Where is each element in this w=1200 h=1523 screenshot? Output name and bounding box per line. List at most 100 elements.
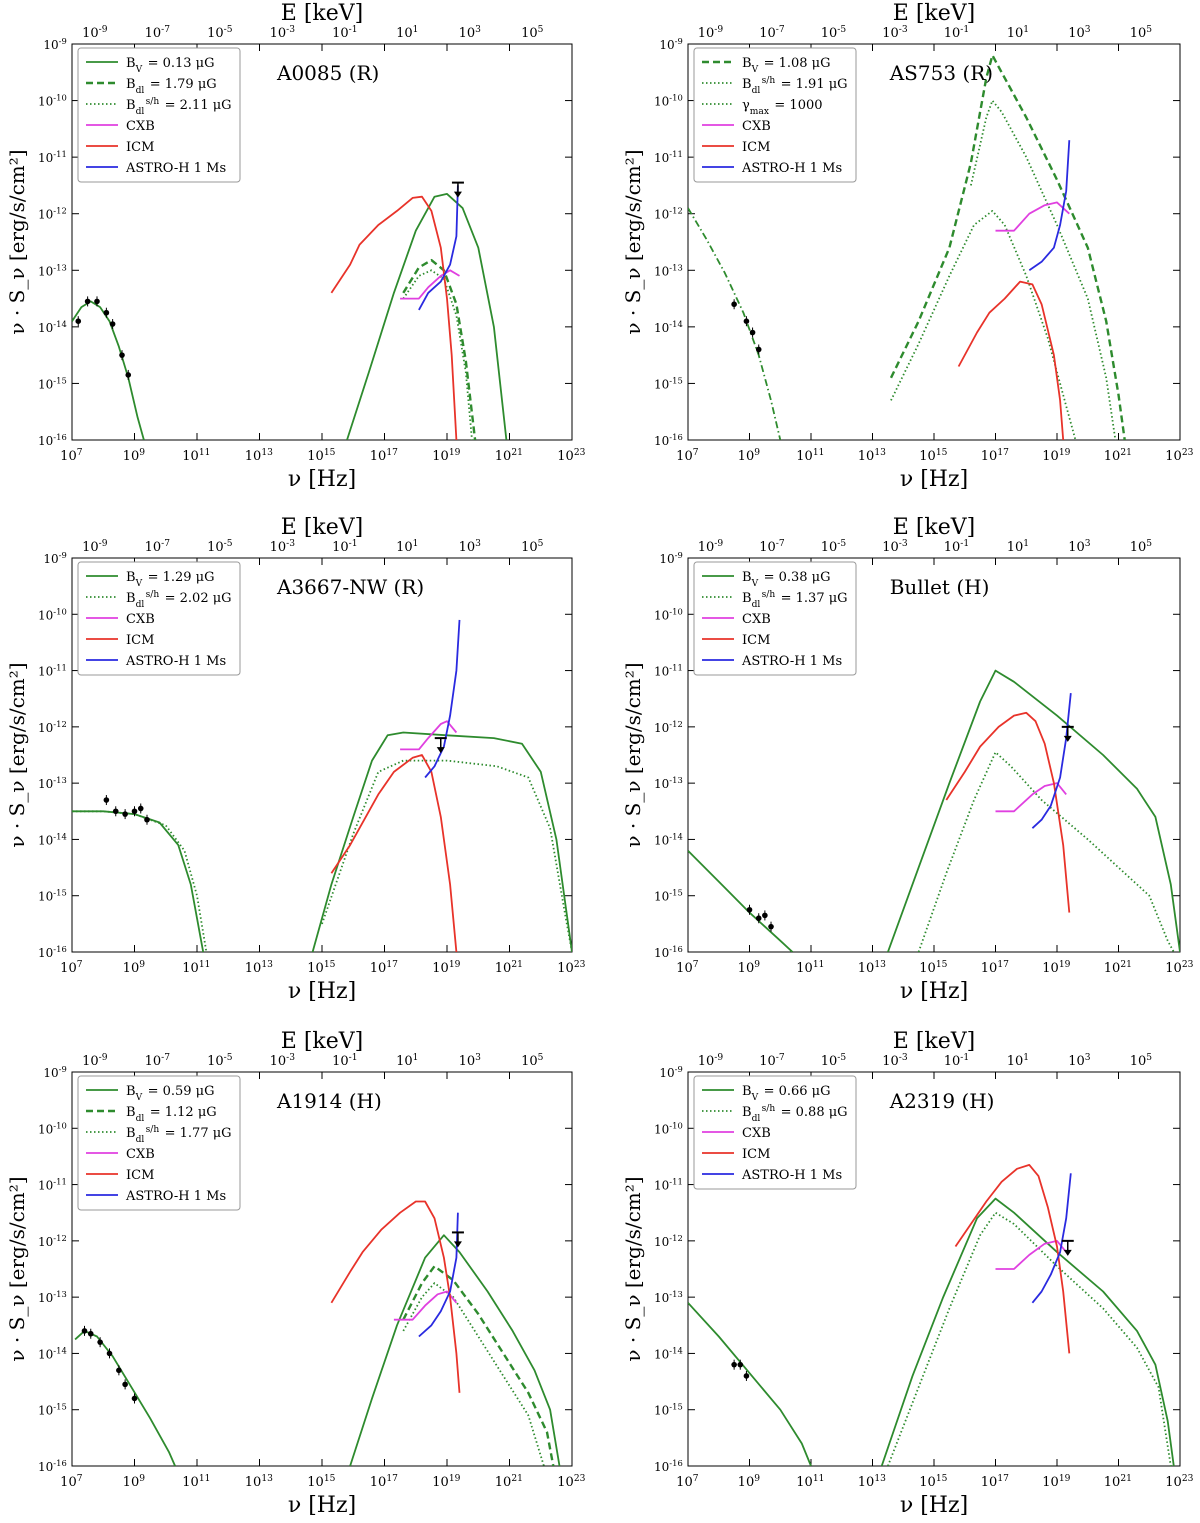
top-tick-label: 10-3 — [270, 25, 297, 41]
x-tick-label: 107 — [676, 1474, 700, 1490]
x-tick-label: 1021 — [495, 960, 524, 976]
panel-title: A1914 (H) — [276, 1089, 382, 1113]
y-tick-label: 10-14 — [38, 1345, 68, 1361]
top-tick-label: 10-7 — [759, 1053, 786, 1069]
top-axis-title: E [keV] — [893, 1029, 975, 1054]
top-tick-label: 103 — [459, 539, 483, 555]
legend-label: ICM — [126, 633, 154, 648]
legend-label: ICM — [742, 633, 770, 648]
series-line — [917, 751, 1175, 952]
data-point — [122, 1381, 128, 1388]
top-tick-label: 101 — [1007, 1053, 1031, 1069]
series-line — [72, 300, 145, 440]
y-axis-title: ν · S_ν [erg/s/cm²] — [5, 149, 29, 334]
y-tick-label: 10-15 — [38, 1402, 68, 1418]
top-tick-label: 101 — [396, 1053, 420, 1069]
x-tick-label: 1013 — [858, 960, 887, 976]
series-line — [945, 711, 1071, 913]
y-tick-label: 10-11 — [654, 149, 684, 165]
top-tick-label: 10-7 — [759, 25, 786, 41]
x-tick-label: 1015 — [919, 1474, 948, 1490]
y-tick-label: 10-16 — [38, 432, 68, 448]
top-tick-label: 103 — [1068, 539, 1092, 555]
top-tick-label: 10-9 — [698, 25, 725, 41]
data-point — [94, 298, 100, 305]
x-tick-label: 1021 — [1104, 960, 1133, 976]
legend-label: CXB — [742, 612, 771, 627]
x-tick-label: 107 — [60, 1474, 84, 1490]
y-tick-label: 10-13 — [654, 1289, 684, 1305]
series-line — [418, 1212, 459, 1338]
y-tick-label: 10-9 — [659, 1064, 684, 1080]
series-group — [688, 54, 1126, 440]
upper-limit-arrow — [453, 191, 462, 198]
data-point — [103, 309, 110, 316]
legend-label: ICM — [126, 140, 154, 155]
x-tick-label: 107 — [676, 448, 700, 464]
y-tick-label: 10-9 — [43, 550, 68, 566]
upper-limit-arrow — [453, 1241, 462, 1248]
chart-panel: 107 109 1011 1013 1015 1017 1019 1021 10… — [5, 515, 586, 1004]
series-line — [402, 1265, 555, 1466]
top-tick-label: 10-9 — [82, 1053, 109, 1069]
legend-label: Bdl = 1.12 μG — [126, 1105, 217, 1124]
y-tick-label: 10-10 — [38, 1120, 68, 1136]
chart-panel: 107 109 1011 1013 1015 1017 1019 1021 10… — [621, 1, 1194, 492]
x-tick-label: 1013 — [858, 448, 887, 464]
series-line — [957, 280, 1065, 440]
legend-label: Bdl s/h = 2.02 μG — [126, 590, 232, 610]
top-axis-title: E [keV] — [893, 1, 975, 26]
y-tick-label: 10-12 — [38, 719, 68, 735]
legend-label: Bdl s/h = 1.91 μG — [742, 76, 848, 96]
top-tick-label: 10-1 — [332, 1053, 359, 1069]
x-tick-label: 1017 — [370, 1474, 399, 1490]
x-tick-label: 1013 — [245, 1474, 274, 1490]
y-tick-label: 10-13 — [38, 1289, 68, 1305]
y-tick-label: 10-12 — [38, 1233, 68, 1249]
legend-label: γmax = 1000 — [742, 98, 823, 117]
data-point — [137, 805, 144, 812]
y-axis-title: ν · S_ν [erg/s/cm²] — [621, 1176, 645, 1361]
panel-title: A3667-NW (R) — [276, 575, 424, 599]
data-point — [75, 318, 82, 325]
y-tick-label: 10-15 — [38, 375, 68, 391]
top-tick-label: 101 — [396, 25, 420, 41]
legend-label: Bdl s/h = 2.11 μG — [126, 97, 232, 117]
y-tick-label: 10-11 — [38, 149, 68, 165]
x-tick-label: 1015 — [307, 960, 336, 976]
x-tick-label: 1019 — [1042, 960, 1071, 976]
y-axis-title: ν · S_ν [erg/s/cm²] — [5, 1176, 29, 1361]
x-tick-label: 1021 — [1104, 1474, 1133, 1490]
x-tick-label: 109 — [738, 960, 762, 976]
x-tick-label: 1023 — [1165, 448, 1194, 464]
top-tick-label: 10-3 — [270, 539, 297, 555]
y-tick-label: 10-14 — [38, 319, 68, 335]
y-tick-label: 10-9 — [43, 36, 68, 52]
top-axis-title: E [keV] — [281, 1029, 363, 1054]
legend-label: ASTRO-H 1 Ms — [125, 1189, 226, 1204]
data-point — [106, 1350, 113, 1357]
x-tick-label: 1013 — [858, 1474, 887, 1490]
y-tick-label: 10-15 — [654, 1402, 684, 1418]
upper-limit-arrow — [436, 747, 445, 754]
top-tick-label: 10-3 — [882, 539, 909, 555]
x-tick-label: 107 — [60, 960, 84, 976]
chart-panel: 107 109 1011 1013 1015 1017 1019 1021 10… — [5, 1, 586, 492]
x-tick-label: 1017 — [370, 960, 399, 976]
series-line — [688, 207, 782, 440]
y-tick-label: 10-15 — [38, 888, 68, 904]
x-tick-label: 1011 — [796, 448, 825, 464]
panel-title: A2319 (H) — [889, 1089, 995, 1113]
x-tick-label: 1023 — [1165, 960, 1194, 976]
top-axis-title: E [keV] — [281, 515, 363, 540]
top-tick-label: 10-7 — [145, 25, 172, 41]
legend-label: BV = 0.59 μG — [126, 1084, 215, 1103]
chart-panel: 107 109 1011 1013 1015 1017 1019 1021 10… — [5, 1029, 586, 1518]
x-tick-label: 1011 — [182, 960, 211, 976]
top-tick-label: 10-5 — [207, 539, 234, 555]
data-point — [81, 1328, 88, 1334]
series-line — [887, 669, 1180, 952]
x-tick-label: 1023 — [557, 960, 586, 976]
top-tick-label: 10-3 — [882, 1053, 909, 1069]
